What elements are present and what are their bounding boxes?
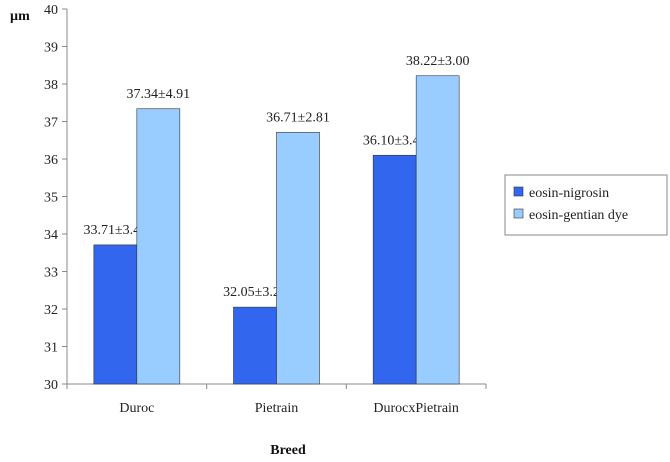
plot-area: 30 31 32 33 34 35 36 37 38 39 40 Duroc 33.71±3.42 37.… [44,3,487,416]
y-axis-title: µm [10,9,30,24]
y-tick-label: 31 [44,341,58,356]
bar-eosin-gentian-dye [136,108,181,385]
y-tick-label: 35 [44,191,58,206]
legend-label: eosin-nigrosin [529,186,609,201]
y-tick-label: 34 [44,228,58,243]
legend: eosin-nigrosin eosin-gentian dye [504,174,668,236]
legend-box [504,174,668,236]
x-tick-label: Pietrain [255,401,299,416]
y-tick-label: 32 [44,303,58,318]
y-tick-label: 37 [44,116,58,131]
data-label: 32.05±3.23 [223,285,287,300]
y-tick-label: 38 [44,78,58,93]
x-tick-label: DurocxPietrain [373,401,459,416]
y-tick-label: 39 [44,41,58,56]
y-tick-label: 36 [44,153,58,168]
y-tick-label: 30 [44,378,58,393]
bar-eosin-gentian-dye [276,132,320,385]
x-tick-label: Duroc [119,401,154,416]
data-label: 36.10±3.43 [363,133,427,148]
x-axis-title: Breed [270,443,306,458]
bar-eosin-nigrosin [372,154,417,385]
bar-eosin-nigrosin [233,306,277,385]
data-label: 33.71±3.42 [83,223,147,238]
y-tick-label: 33 [44,266,58,281]
data-label: 36.71±2.81 [266,110,330,125]
legend-swatch [513,186,524,197]
bar-eosin-nigrosin [93,244,138,385]
data-label: 37.34±4.91 [126,87,190,102]
y-tick-label: 40 [44,3,58,18]
data-label: 38.22±3.00 [406,54,470,69]
legend-swatch [513,208,524,219]
bar-eosin-gentian-dye [415,75,460,385]
legend-label: eosin-gentian dye [529,208,628,223]
